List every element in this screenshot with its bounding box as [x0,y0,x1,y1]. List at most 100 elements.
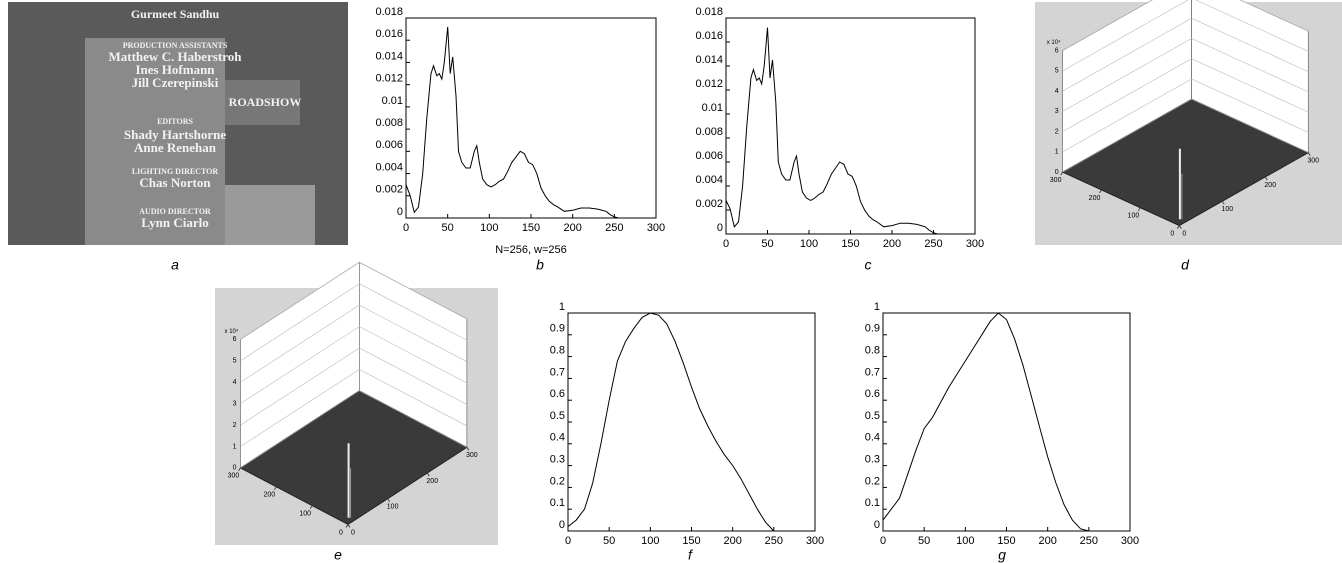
x-tick-label: 150 [841,238,859,250]
z-tick-label: 2 [1055,128,1059,135]
y-tick-label: 0.016 [375,28,403,40]
y-tick-label: 0.006 [695,150,723,162]
y-tick-label: 0.1 [550,497,565,509]
plot-frame [567,312,816,532]
y-tick-label: 0.018 [695,6,723,18]
panel-label: d [1181,257,1190,273]
y-tick-label: 0.6 [550,388,565,400]
y-tick-label: 100 [1128,213,1140,220]
x-tick [387,498,391,503]
plot-frame [725,17,976,235]
photo-text: EDITORS [157,117,193,126]
z-tick-label: 0 [1055,169,1059,176]
y-tick-label: 0.4 [550,432,565,444]
x-tick-label: 100 [800,238,818,250]
y-tick-label: 0 [1170,230,1174,237]
x-tick-label: 0 [723,238,729,250]
plot-frame [405,17,657,219]
z-multiplier: x 10⁴ [225,328,239,335]
data-line [567,312,775,532]
grid-line [240,261,468,340]
y-tick-label: 0.9 [865,323,880,335]
photo-text: Matthew C. Haberstroh [109,49,243,64]
y-tick-label: 1 [874,301,880,313]
photo-text: Lynn Ciarlo [141,215,209,230]
x-tick-label: 0 [403,222,409,234]
photo-panel [8,2,348,245]
z-tick-label: 0 [233,465,237,472]
y-tick-label: 0.008 [695,126,723,138]
y-tick-label: 0.5 [865,410,880,422]
x-tick-label: 100 [480,222,498,234]
x-tick [1178,225,1182,229]
y-tick [1176,225,1180,229]
y-tick [1060,171,1064,176]
x-tick-label: 50 [761,238,773,250]
x-tick-label: 250 [605,222,623,234]
x-tick-label: 0 [351,529,355,536]
x-tick-label: 100 [956,535,974,547]
y-tick-label: 0.002 [375,184,403,196]
z-tick-label: 1 [233,443,237,450]
grid-line [1062,0,1309,72]
y-tick-label: 0 [397,206,403,218]
x-tick-label: 300 [466,452,478,459]
x-tick-label: 0 [880,535,886,547]
x-tick [466,447,470,451]
x-tick-label: 250 [924,238,942,250]
x-tick-label: 50 [603,535,615,547]
photo-text: ROADSHOW [229,95,302,109]
x-tick-label: 300 [1307,158,1319,165]
x-tick-label: 100 [1221,206,1233,213]
x-tick-label: 200 [1264,182,1276,189]
y-tick-label: 0.008 [375,117,403,129]
y-tick-label: 0.3 [865,454,880,466]
x-tick-label: 200 [883,238,901,250]
x-tick-label: 250 [765,535,783,547]
z-tick-label: 4 [233,379,237,386]
y-tick [273,486,277,491]
y-tick-label: 200 [263,492,275,499]
y-tick-label: 0 [339,529,343,536]
grid-line [1062,0,1309,51]
x-tick-label: 300 [966,238,984,250]
y-tick-label: 0.6 [865,388,880,400]
x-tick-label: 100 [387,504,399,511]
data-line [725,27,938,235]
z-tick-label: 5 [233,358,237,365]
panel-label: b [536,257,544,273]
y-tick-label: 0.012 [375,73,403,85]
x-tick-label: 300 [806,535,824,547]
grid-line [1062,78,1309,153]
grid-line [1062,38,1309,112]
x-tick-label: 200 [426,478,438,485]
y-tick-label: 0 [717,222,723,234]
y-tick-label: 300 [228,473,240,480]
x-tick-label: 200 [563,222,581,234]
grid-line [240,283,468,362]
x-tick [1264,176,1268,181]
photo-text: Shady Hartshorne [124,127,226,142]
z-tick-label: 6 [1055,47,1059,54]
z-tick-label: 4 [1055,88,1059,95]
y-tick-label: 0.4 [865,432,880,444]
x-tick [1221,200,1225,205]
z-tick-label: 2 [233,422,237,429]
x-tick-label: 300 [1121,535,1139,547]
photo-text: LIGHTING DIRECTOR [132,167,219,176]
y-tick-label: 0.9 [550,323,565,335]
y-tick [345,524,349,528]
x-tick-label: 50 [918,535,930,547]
x-tick-label: 150 [682,535,700,547]
data-line [405,26,619,219]
x-tick-label: 200 [1038,535,1056,547]
y-tick-label: 0 [559,519,565,531]
y-tick-label: 0.8 [550,345,565,357]
panel-label: c [865,257,872,273]
data-line [882,312,1089,532]
photo-text: PRODUCTION ASSISTANTS [123,41,228,50]
y-tick-label: 0.3 [550,454,565,466]
y-tick-label: 0.004 [695,174,723,186]
